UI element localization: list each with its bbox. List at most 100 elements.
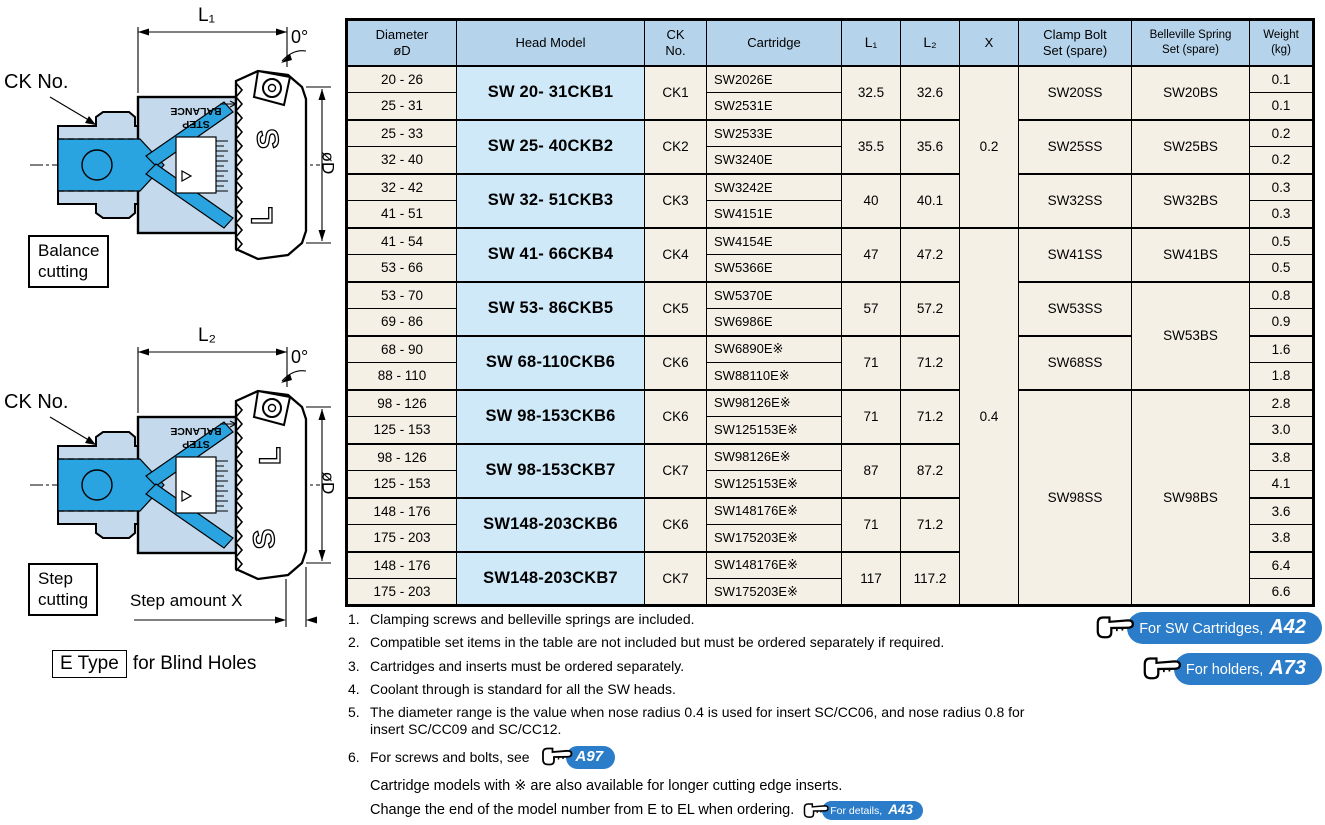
page-ref-label: A43 — [888, 802, 913, 818]
column-header-cartridge: Cartridge — [706, 19, 842, 67]
table-row: 53 - 70 SW 53- 86CKB5 CK5 SW5370E 57 57.2 SW53… — [346, 280, 1314, 390]
cell-l2: 71.2 — [900, 496, 960, 552]
page-ref-label: A73 — [1269, 657, 1306, 679]
column-header-l1: L₁ — [841, 19, 901, 67]
cell-cartridge: SW5370E — [706, 280, 842, 309]
boring-head-drawing — [28, 69, 322, 261]
cell-head-model: SW 53- 86CKB5 — [456, 280, 645, 336]
cell-l1: 87 — [841, 442, 901, 498]
cell-ck-no: CK5 — [644, 280, 707, 336]
footnote-number: 1. — [348, 611, 360, 627]
cell-weight: 0.8 — [1249, 280, 1314, 309]
cell-clamp-bolt-set: SW25SS — [1018, 118, 1132, 174]
cell-diameter: 98 - 126 — [346, 388, 457, 417]
cell-cartridge: SW125153E※ — [706, 470, 842, 498]
cell-weight: 0.2 — [1249, 146, 1314, 174]
cell-diameter: 125 - 153 — [346, 416, 457, 444]
cell-l1: 47 — [841, 226, 901, 282]
cell-head-model: SW148-203CKB7 — [456, 550, 645, 606]
footnote-number: 4. — [348, 680, 360, 697]
cell-cartridge: SW2531E — [706, 92, 842, 120]
footnote-number: 6. — [348, 748, 360, 765]
step-cutting-diagram: STEP BALANCE L S — [0, 325, 345, 660]
diameter-label: øD — [318, 471, 338, 495]
cell-cartridge: SW125153E※ — [706, 416, 842, 444]
head-letter-s: S — [251, 128, 286, 151]
column-header-ck-no: CK No. — [644, 19, 707, 67]
cell-diameter: 53 - 66 — [346, 254, 457, 282]
cell-l2: 35.6 — [900, 118, 960, 174]
angle-label: 0° — [291, 347, 309, 367]
cell-l2: 40.1 — [900, 172, 960, 228]
column-header-head-model: Head Model — [456, 19, 645, 67]
cell-head-model: SW148-203CKB6 — [456, 496, 645, 552]
svg-text:STEP: STEP — [182, 118, 209, 130]
cell-diameter: 175 - 203 — [346, 524, 457, 552]
l2-dimension — [137, 347, 288, 413]
ref-badge-a73[interactable]: For holders, A73 — [1140, 653, 1322, 685]
cell-weight: 3.8 — [1249, 442, 1314, 471]
column-header-x: X — [959, 19, 1019, 67]
footnote-number: 2. — [348, 634, 360, 651]
table-row: 148 - 176 SW148-203CKB7 CK7 SW148176E※ 117 11… — [346, 550, 1314, 606]
cell-diameter: 32 - 42 — [346, 172, 457, 201]
ref-badge-a43[interactable]: For details, A43 — [802, 800, 923, 822]
cell-belleville-set: SW20BS — [1131, 64, 1250, 120]
footnote-text: The diameter range is the value when nos… — [370, 704, 1025, 737]
l1-label: L₁ — [198, 5, 215, 26]
cell-cartridge: SW2533E — [706, 118, 842, 147]
cell-l2: 71.2 — [900, 388, 960, 444]
column-header-belleville-set: Belleville Spring Set (spare) — [1131, 19, 1250, 67]
step-amount-label: Step amount X — [130, 591, 243, 610]
cell-belleville-set: SW25BS — [1131, 118, 1250, 174]
table-row: 41 - 54 SW 41- 66CKB4 CK4 SW4154E 47 47.2 0.4 S… — [346, 226, 1314, 606]
boring-head-drawing — [28, 389, 322, 581]
cell-diameter: 98 - 126 — [346, 442, 457, 471]
table-row: 25 - 31 SW2531E 0.1 — [346, 92, 1314, 120]
footnote-text: Compatible set items in the table are no… — [370, 634, 945, 651]
ck-no-label: CK No. — [4, 71, 69, 93]
balance-cutting-caption: Balance cutting — [28, 235, 110, 288]
cell-cartridge: SW98126E※ — [706, 442, 842, 471]
cell-head-model: SW 41- 66CKB4 — [456, 226, 645, 282]
svg-text:BALANCE: BALANCE — [170, 425, 221, 437]
table-row: 88 - 110 SW88110E※ 1.8 — [346, 362, 1314, 390]
ref-badge-a42[interactable]: For SW Cartridges, A42 — [1093, 612, 1322, 644]
ck-leader-arrow — [49, 416, 96, 445]
cell-clamp-bolt-set: SW32SS — [1018, 172, 1132, 228]
engraved-body-text: STEP BALANCE — [170, 105, 221, 130]
cell-belleville-set: SW98BS — [1131, 388, 1250, 606]
cell-weight: 0.5 — [1249, 226, 1314, 255]
cell-weight: 0.1 — [1249, 92, 1314, 120]
head-letter-l: L — [246, 207, 279, 225]
hand-pointer-icon — [802, 800, 830, 822]
column-header-clamp-bolt-set: Clamp Bolt Set (spare) — [1018, 19, 1132, 67]
cell-cartridge: SW3240E — [706, 146, 842, 174]
ref-badge-a97[interactable]: A97 — [540, 744, 616, 770]
cell-l1: 35.5 — [841, 118, 901, 174]
cell-cartridge: SW4151E — [706, 200, 842, 228]
cell-diameter: 53 - 70 — [346, 280, 457, 309]
e-type-text: for Blind Holes — [132, 653, 257, 674]
ck-no-label: CK No. — [4, 391, 69, 413]
cell-weight: 0.1 — [1249, 64, 1314, 93]
cell-diameter: 125 - 153 — [346, 470, 457, 498]
hand-pointer-icon — [1093, 612, 1137, 644]
table-row: 125 - 153 SW125153E※ 4.1 — [346, 470, 1314, 498]
cell-weight: 1.6 — [1249, 334, 1314, 363]
page-ref-prefix: For details, — [830, 805, 883, 818]
cell-head-model: SW 98-153CKB6 — [456, 388, 645, 444]
cell-weight: 1.8 — [1249, 362, 1314, 390]
cell-belleville-set: SW32BS — [1131, 172, 1250, 228]
angle-label: 0° — [291, 27, 309, 47]
cell-cartridge: SW6890E※ — [706, 334, 842, 363]
table-row: 41 - 51 SW4151E 0.3 — [346, 200, 1314, 228]
cell-clamp-bolt-set: SW98SS — [1018, 388, 1132, 606]
footnote-text: Coolant through is standard for all the … — [370, 680, 676, 697]
cell-cartridge: SW88110E※ — [706, 362, 842, 390]
footnote-2: 2. Compatible set items in the table are … — [348, 634, 1040, 651]
cell-l1: 57 — [841, 280, 901, 336]
cell-l2: 87.2 — [900, 442, 960, 498]
balance-cutting-diagram: STEP BALANCE S L C — [0, 5, 345, 323]
